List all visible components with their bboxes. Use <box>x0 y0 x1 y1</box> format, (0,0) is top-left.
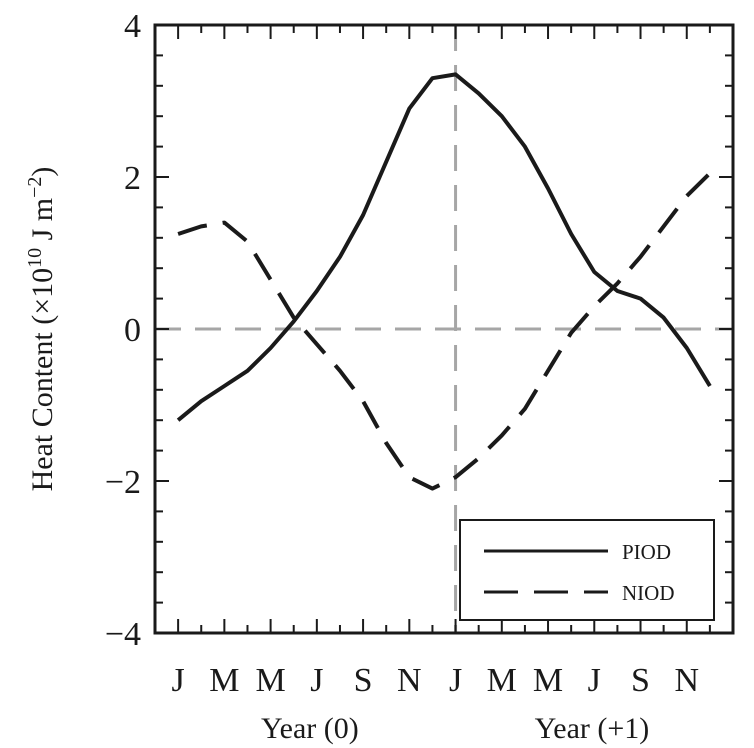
ticks-layer <box>155 24 733 634</box>
y-axis-label-unit-exp: −2 <box>24 177 46 198</box>
x-tick-label: M <box>209 662 239 699</box>
x-tick-label: N <box>674 662 699 699</box>
x-tick-label: J <box>588 662 601 699</box>
x-tick-label: M <box>533 662 563 699</box>
x-tick-label: J <box>449 662 462 699</box>
y-tick-label: −2 <box>105 464 141 501</box>
y-axis-label-unit: J m <box>26 198 59 248</box>
y-tick-label: 2 <box>124 160 141 197</box>
x-tick-label: J <box>310 662 323 699</box>
series-line-piod <box>176 72 712 422</box>
x-tick-label: J <box>172 662 185 699</box>
y-tick-label: 4 <box>124 8 141 45</box>
y-axis-label: Heat Content (×1010 J m−2) <box>24 167 59 492</box>
x-tick-label: S <box>631 662 650 699</box>
x-tick-label: N <box>397 662 422 699</box>
y-axis-label-exp: 10 <box>24 248 46 268</box>
legend: PIOD NIOD <box>459 519 715 621</box>
legend-label-piod: PIOD <box>622 540 671 564</box>
year-label: Year (0) <box>261 712 359 745</box>
legend-box <box>459 519 715 621</box>
legend-label-niod: NIOD <box>622 581 675 605</box>
year-label: Year (+1) <box>535 712 650 745</box>
x-tick-label: M <box>487 662 517 699</box>
y-tick-label: 0 <box>124 312 141 349</box>
reference-lines-layer <box>155 25 733 633</box>
y-axis-label-close: ) <box>26 167 59 177</box>
x-tick-label: M <box>255 662 285 699</box>
y-tick-label: −4 <box>105 616 141 653</box>
series-layer <box>176 72 712 491</box>
series-line-niod <box>177 171 712 491</box>
x-tick-label: S <box>354 662 373 699</box>
y-axis-label-main: Heat Content (×10 <box>26 268 59 492</box>
